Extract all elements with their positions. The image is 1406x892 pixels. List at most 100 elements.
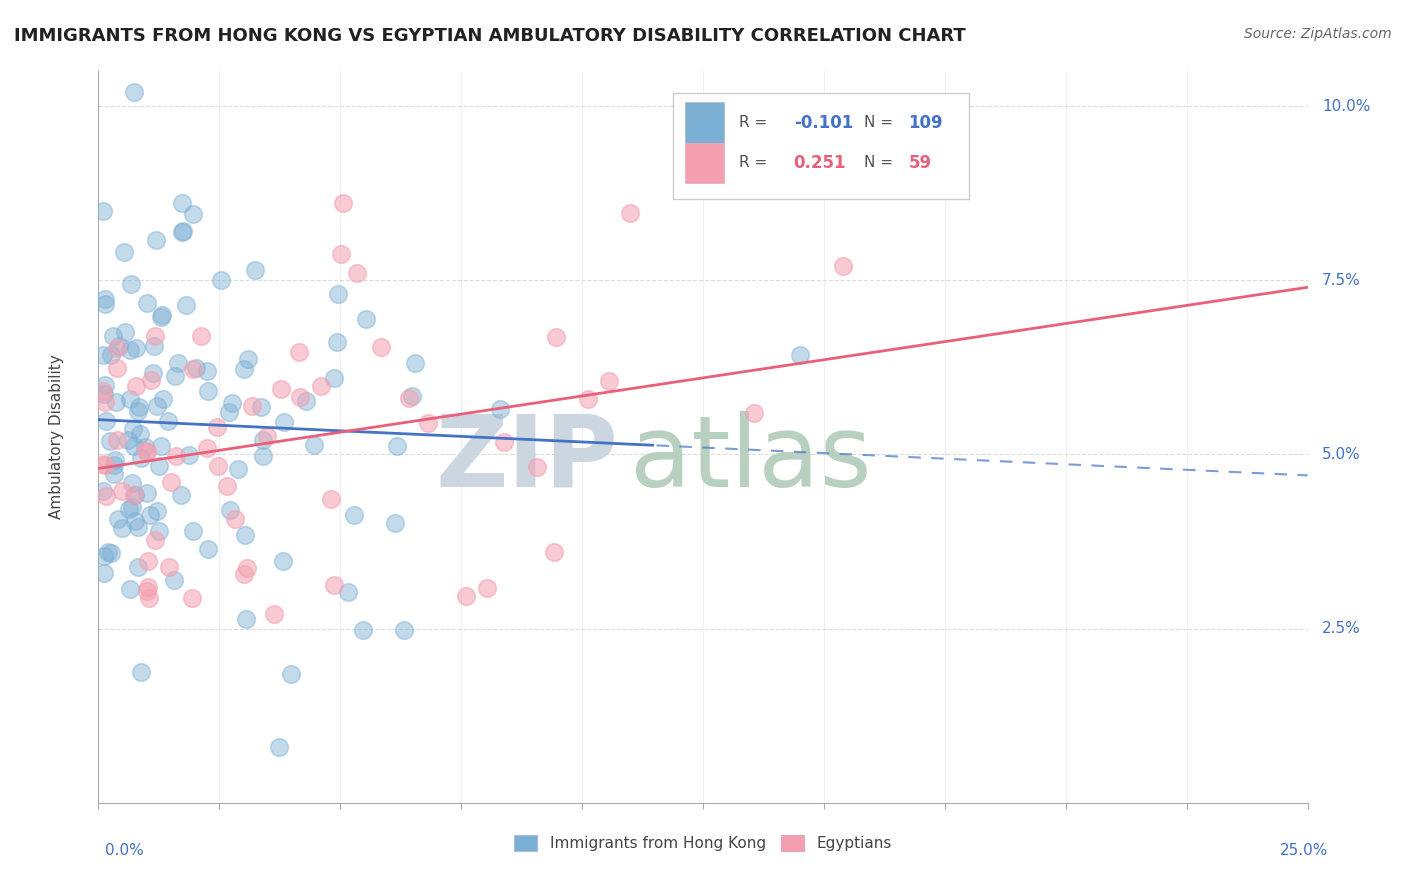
- Point: [122, 439, 145, 453]
- Text: N =: N =: [863, 155, 893, 170]
- Text: 5.0%: 5.0%: [1322, 447, 1361, 462]
- Point: [111, 484, 134, 499]
- Point: [416, 416, 439, 430]
- Point: [346, 266, 368, 280]
- Point: [195, 364, 218, 378]
- Point: [489, 402, 512, 417]
- Point: [294, 394, 316, 409]
- Text: R =: R =: [740, 155, 768, 170]
- Point: [94, 292, 117, 306]
- Point: [183, 361, 205, 376]
- Point: [117, 433, 139, 447]
- Point: [93, 394, 115, 409]
- Point: [323, 370, 346, 384]
- Point: [105, 433, 128, 447]
- Point: [96, 489, 118, 503]
- Point: [181, 591, 204, 605]
- Point: [128, 400, 150, 414]
- Point: [492, 434, 515, 449]
- Point: [112, 245, 135, 260]
- Point: [245, 262, 267, 277]
- Text: 109: 109: [908, 113, 943, 131]
- Point: [91, 348, 114, 362]
- Point: [111, 520, 134, 534]
- Point: [145, 328, 167, 343]
- Point: [141, 373, 163, 387]
- Point: [94, 458, 117, 472]
- Point: [135, 485, 157, 500]
- Point: [160, 475, 183, 489]
- Point: [97, 544, 120, 558]
- Point: [165, 368, 187, 383]
- Point: [224, 512, 246, 526]
- Point: [148, 524, 170, 538]
- Point: [93, 566, 115, 580]
- Point: [146, 504, 169, 518]
- Point: [326, 287, 349, 301]
- Point: [120, 392, 142, 407]
- Point: [288, 345, 311, 359]
- Point: [576, 392, 599, 406]
- Point: [91, 384, 114, 399]
- Text: -0.101: -0.101: [793, 113, 853, 131]
- Point: [401, 389, 423, 403]
- Point: [127, 404, 149, 418]
- Point: [150, 310, 173, 325]
- Point: [136, 296, 159, 310]
- Point: [232, 567, 254, 582]
- Point: [221, 395, 243, 409]
- Point: [152, 308, 174, 322]
- Point: [240, 399, 263, 413]
- Text: N =: N =: [863, 115, 893, 130]
- Point: [142, 339, 165, 353]
- Text: Source: ZipAtlas.com: Source: ZipAtlas.com: [1244, 27, 1392, 41]
- Point: [387, 439, 409, 453]
- Point: [122, 422, 145, 436]
- Point: [322, 578, 344, 592]
- Point: [329, 247, 352, 261]
- Point: [105, 360, 128, 375]
- Point: [326, 334, 349, 349]
- Point: [209, 272, 232, 286]
- Point: [235, 612, 257, 626]
- Point: [233, 361, 256, 376]
- Point: [236, 352, 259, 367]
- Point: [91, 457, 114, 471]
- Point: [157, 414, 180, 428]
- Point: [131, 451, 153, 466]
- Point: [127, 519, 149, 533]
- Point: [104, 395, 127, 409]
- Point: [332, 196, 354, 211]
- FancyBboxPatch shape: [672, 94, 969, 200]
- Point: [118, 502, 141, 516]
- Point: [309, 379, 332, 393]
- Point: [91, 204, 114, 219]
- Point: [101, 328, 124, 343]
- Point: [384, 516, 406, 531]
- Point: [125, 341, 148, 355]
- Point: [108, 339, 131, 353]
- Point: [233, 528, 256, 542]
- Point: [352, 624, 374, 638]
- Point: [273, 415, 295, 429]
- Point: [121, 476, 143, 491]
- Point: [256, 429, 278, 443]
- Point: [94, 414, 117, 428]
- Point: [337, 585, 360, 599]
- Point: [789, 348, 811, 362]
- Point: [94, 377, 117, 392]
- Point: [145, 533, 167, 548]
- Point: [100, 348, 122, 362]
- Point: [138, 591, 160, 606]
- Point: [93, 296, 115, 310]
- Point: [195, 441, 218, 455]
- Point: [197, 384, 219, 398]
- Point: [120, 343, 142, 357]
- Point: [526, 459, 548, 474]
- Point: [91, 483, 114, 498]
- Point: [288, 390, 311, 404]
- Point: [145, 233, 167, 247]
- Point: [619, 206, 641, 220]
- FancyBboxPatch shape: [685, 143, 724, 183]
- Point: [398, 392, 420, 406]
